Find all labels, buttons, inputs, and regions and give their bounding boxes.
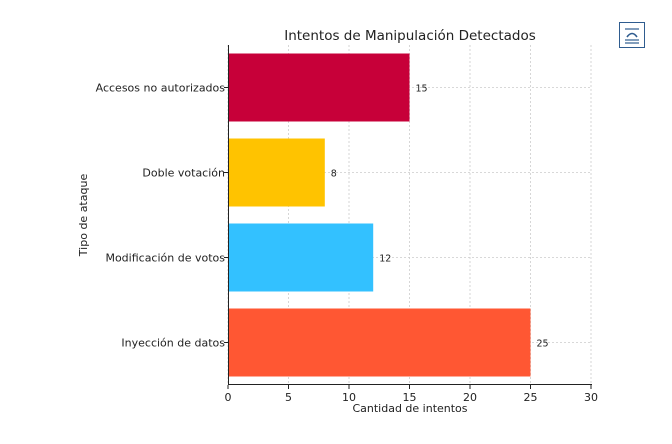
x-tick-label: 25 — [524, 391, 538, 404]
bar-value-label: 15 — [416, 84, 428, 95]
category-label: Doble votación — [142, 167, 225, 180]
x-tick-label: 5 — [285, 391, 292, 404]
x-tick-label: 30 — [584, 391, 598, 404]
x-tick-group: 0 5 10 15 20 25 30 — [225, 385, 598, 404]
bar — [228, 308, 531, 377]
x-axis-label: Cantidad de intentos — [352, 402, 467, 415]
bar — [228, 138, 325, 207]
bar-value-label: 8 — [331, 169, 337, 180]
x-tick-label: 20 — [463, 391, 477, 404]
chart-title: Intentos de Manipulación Detectados — [284, 28, 536, 44]
data-labels-group: 25 12 8 15 — [331, 84, 549, 350]
x-tick-label: 15 — [403, 391, 417, 404]
category-label: Accesos no autorizados — [96, 82, 226, 95]
category-labels-group: Inyección de datos Modificación de votos D… — [96, 82, 228, 350]
bar — [228, 53, 410, 122]
category-label: Inyección de datos — [121, 337, 225, 350]
category-label: Modificación de votos — [105, 252, 225, 265]
document-image-icon[interactable] — [619, 22, 645, 48]
bar-value-label: 25 — [537, 339, 549, 350]
y-axis-label: Tipo de ataque — [77, 174, 90, 258]
x-tick-label: 10 — [342, 391, 356, 404]
bars-group — [228, 53, 531, 377]
x-tick-label: 0 — [225, 391, 232, 404]
bar-value-label: 12 — [379, 254, 391, 265]
bar — [228, 223, 374, 292]
